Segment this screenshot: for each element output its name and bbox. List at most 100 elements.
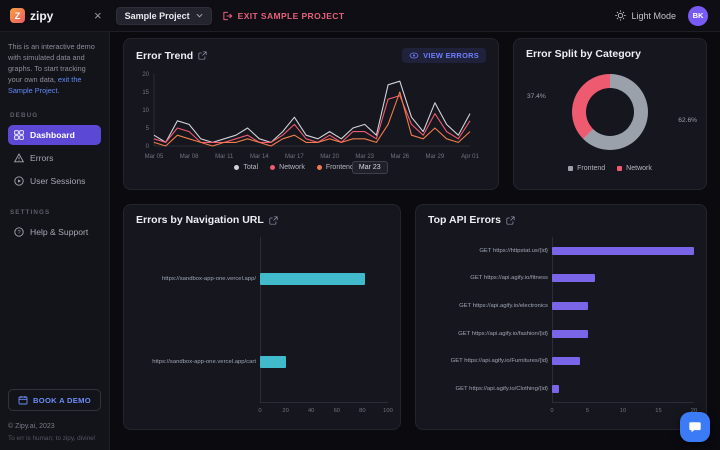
pie-percent-frontend: 62.6% xyxy=(678,117,697,124)
tagline: To err is human; to zipy, divine! xyxy=(8,435,96,442)
bar-row: GET https://api.agify.io/Furnitures/{id} xyxy=(426,355,694,367)
bar[interactable] xyxy=(260,355,286,368)
svg-text:Mar 05: Mar 05 xyxy=(145,154,164,160)
chart-tooltip: Mar 23 xyxy=(351,161,388,174)
sidebar-item-errors[interactable]: Errors xyxy=(8,148,101,168)
warning-icon xyxy=(14,152,24,162)
axis-tick: 80 xyxy=(359,408,366,414)
bar-label: GET https://httpstat.us/{id} xyxy=(479,247,548,254)
svg-text:10: 10 xyxy=(142,108,149,114)
trend-series-network xyxy=(153,95,471,143)
external-link-icon[interactable] xyxy=(269,215,278,225)
play-circle-icon xyxy=(14,176,24,186)
sidebar-item-dashboard[interactable]: Dashboard xyxy=(8,124,101,145)
legend-item-total[interactable]: Total xyxy=(234,164,258,171)
legend-dot xyxy=(234,165,240,170)
legend-swatch xyxy=(568,166,574,171)
legend-swatch xyxy=(617,166,623,171)
axis-tick: 15 xyxy=(655,408,662,414)
bar-track xyxy=(552,383,694,395)
book-demo-button[interactable]: BOOK A DEMO xyxy=(8,389,101,411)
legend-item-frontend[interactable]: Frontend xyxy=(568,165,605,172)
project-selector-label: Sample Project xyxy=(124,10,190,21)
bar-track xyxy=(552,245,694,257)
trend-legend: Total Network Frontend xyxy=(234,164,354,171)
bar[interactable] xyxy=(260,272,365,285)
sidebar-item-label: Dashboard xyxy=(30,129,75,140)
bar-label: GET https://api.agify.io/fitness xyxy=(470,275,548,282)
sun-icon xyxy=(615,10,627,21)
card-title: Error Trend xyxy=(136,49,194,62)
chat-widget-button[interactable] xyxy=(680,412,710,442)
error-split-card: Error Split by Category 37.4% 62.6% Fron… xyxy=(513,38,707,190)
sidebar-item-label: User Sessions xyxy=(30,175,86,186)
axis-tick: 5 xyxy=(585,408,590,414)
bar[interactable] xyxy=(552,385,560,394)
bar-track xyxy=(552,300,694,312)
bar-track xyxy=(552,328,694,340)
external-link-icon[interactable] xyxy=(506,215,515,225)
calendar-icon xyxy=(18,396,28,405)
axis-tick: 0 xyxy=(550,408,554,414)
sidebar-spacer xyxy=(8,245,101,389)
x-axis-line xyxy=(552,402,694,403)
sidebar-item-label: Help & Support xyxy=(30,226,89,237)
y-axis-line xyxy=(552,237,553,403)
info-suffix: . xyxy=(57,85,60,95)
exit-sample-project-button[interactable]: EXIT SAMPLE PROJECT xyxy=(222,11,345,21)
donut-chart-area: 37.4% 62.6% xyxy=(514,67,706,157)
logo-letter: Z xyxy=(14,10,21,21)
dashboard-main: Error Trend VIEW ERRORS 0 5 10 15 20 Mar 05 Ma… xyxy=(110,32,720,450)
donut-hole xyxy=(586,88,634,136)
bar-row: GET https://api.agify.io/fitness xyxy=(426,272,694,284)
light-mode-label: Light Mode xyxy=(631,10,676,21)
avatar[interactable]: BK xyxy=(688,5,708,26)
error-trend-chart[interactable]: 0 5 10 15 20 Mar 05 Mar 08 Mar 11 Mar 14 Mar 17 Ma… xyxy=(130,68,482,162)
x-axis-ticks: 0 5 10 15 20 xyxy=(550,408,697,418)
bar[interactable] xyxy=(552,329,588,338)
donut-chart[interactable] xyxy=(572,74,648,150)
brand: Z zipy xyxy=(10,8,94,23)
external-link-icon[interactable] xyxy=(198,51,207,60)
dashboard-icon xyxy=(14,129,24,140)
svg-text:Mar 26: Mar 26 xyxy=(390,154,409,160)
copyright: © Zipy.ai, 2023 xyxy=(8,423,55,430)
pie-legend: Frontend Network xyxy=(514,165,706,172)
chat-bubble-icon xyxy=(689,422,701,433)
bar-row: GET https://api.agify.io/electronics xyxy=(426,300,694,312)
exit-button-label: EXIT SAMPLE PROJECT xyxy=(237,10,345,21)
card-title: Top API Errors xyxy=(428,214,501,226)
x-axis-ticks: 0 20 40 60 80 100 xyxy=(258,408,392,418)
trend-series-frontend xyxy=(153,91,471,147)
chevron-down-icon xyxy=(196,13,203,18)
legend-item-frontend[interactable]: Frontend xyxy=(316,164,354,171)
top-api-errors-card: Top API Errors GET https://httpstat.us/{… xyxy=(415,204,707,430)
bar[interactable] xyxy=(552,274,595,283)
light-mode-toggle[interactable]: Light Mode xyxy=(615,10,676,21)
svg-text:?: ? xyxy=(17,230,20,236)
close-sidebar-icon[interactable]: × xyxy=(94,8,102,23)
sidebar-item-help-support[interactable]: ? Help & Support xyxy=(8,222,101,242)
legend-item-network[interactable]: Network xyxy=(617,165,652,172)
trend-series-total xyxy=(153,80,471,143)
bar[interactable] xyxy=(552,357,581,366)
avatar-initials: BK xyxy=(692,11,704,20)
exit-sample-project-link[interactable]: exit the Sample Project xyxy=(8,74,82,95)
bar-label: https://sandbox-app-one.vercel.app/cart xyxy=(152,358,256,365)
svg-text:Mar 20: Mar 20 xyxy=(320,154,339,160)
sidebar: This is an interactive demo with simulat… xyxy=(0,32,110,450)
bar-row: https://sandbox-app-one.vercel.app/cart xyxy=(134,355,388,368)
error-trend-card: Error Trend VIEW ERRORS 0 5 10 15 20 Mar 05 Ma… xyxy=(123,38,499,190)
card-title: Error Split by Category xyxy=(526,48,641,60)
view-errors-label: VIEW ERRORS xyxy=(423,51,479,60)
bar-label: GET https://api.agify.io/Furnitures/{id} xyxy=(450,358,548,365)
legend-item-network[interactable]: Network xyxy=(270,164,305,171)
bar[interactable] xyxy=(552,246,694,255)
bar[interactable] xyxy=(552,302,588,311)
pie-percent-network: 37.4% xyxy=(527,93,546,100)
project-selector[interactable]: Sample Project xyxy=(115,6,212,25)
view-errors-button[interactable]: VIEW ERRORS xyxy=(402,48,486,63)
zipy-logo-icon: Z xyxy=(10,8,25,23)
sidebar-item-user-sessions[interactable]: User Sessions xyxy=(8,171,101,191)
